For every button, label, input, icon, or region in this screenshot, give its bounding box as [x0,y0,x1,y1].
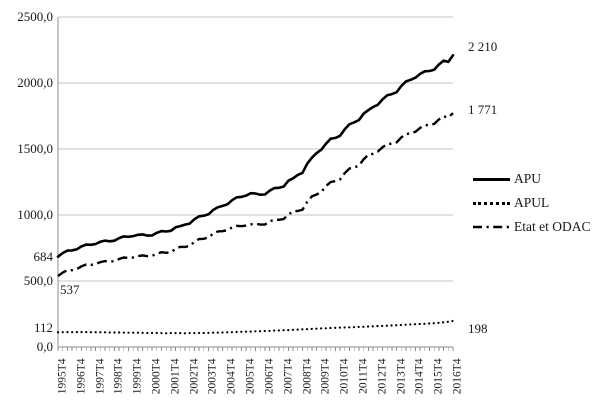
x-tick-label: 2011T4 [357,358,370,394]
y-tick-label: 500,0 [23,273,53,288]
y-tick-label: 1000,0 [17,207,53,222]
x-tick-label: 2002T4 [188,358,201,395]
x-tick-label: 1997T4 [94,358,107,395]
x-tick-label: 1996T4 [75,358,88,395]
x-tick-label: 2001T4 [169,358,182,395]
x-tick-label: 1999T4 [131,358,144,395]
x-tick-label: 2014T4 [413,358,426,395]
legend-item-etat-odac: Etat et ODAC [473,219,591,235]
y-tick-label: 0,0 [36,339,53,354]
x-tick-label: 2012T4 [376,358,389,395]
legend-label-apu: APU [514,171,542,186]
legend-label-apul: APUL [514,195,550,210]
x-tick-label: 1995T4 [56,358,69,395]
dash-dot-line-sample-icon [473,225,510,229]
x-tick-label: 2004T4 [225,358,238,395]
value-annotation: 1 771 [468,102,498,118]
y-tick-label: 2000,0 [17,75,53,90]
legend: APU APUL Etat et ODAC [473,171,591,235]
legend-item-apu: APU [473,171,591,187]
value-annotation: 2 210 [468,39,498,55]
x-tick-label: 2008T4 [301,358,314,395]
x-tick-label: 2010T4 [338,358,351,395]
value-annotation: 684 [33,248,54,264]
value-annotation: 537 [60,282,80,298]
x-tick-label: 1998T4 [112,358,125,395]
x-tick-label: 2003T4 [206,358,219,395]
x-tick-label: 2007T4 [282,358,295,395]
dotted-line-sample-icon [473,201,510,205]
legend-item-apul: APUL [473,195,591,211]
y-tick-label: 1500,0 [17,141,53,156]
x-tick-label: 2005T4 [244,358,257,395]
x-tick-label: 2009T4 [319,358,332,395]
y-tick-label: 2500,0 [17,9,53,24]
x-tick-label: 2015T4 [432,358,445,395]
solid-line-sample-icon [473,177,510,181]
x-tick-label: 2000T4 [150,358,163,395]
legend-label-etat-odac: Etat et ODAC [514,219,591,234]
value-annotation: 112 [33,320,53,336]
value-annotation: 198 [468,320,488,336]
x-tick-label: 2006T4 [263,358,276,395]
x-tick-label: 2013T4 [395,358,408,395]
x-tick-label: 2016T4 [451,358,464,395]
